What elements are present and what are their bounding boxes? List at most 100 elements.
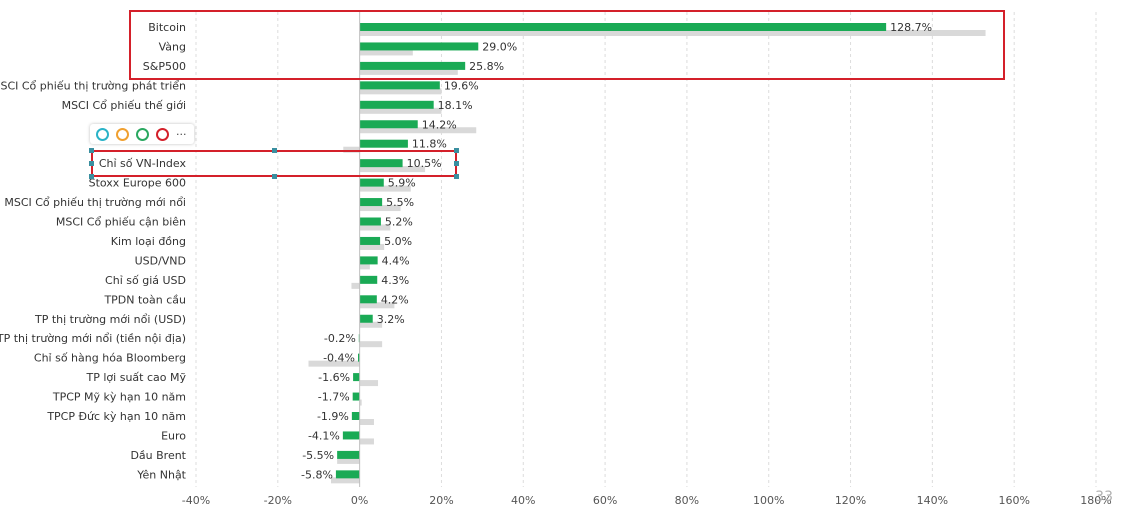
- comparison-bar: [359, 399, 362, 406]
- value-bar: [359, 42, 479, 51]
- category-label: Chỉ số hàng hóa Bloomberg: [34, 352, 186, 365]
- resize-handle-bottom-middle[interactable]: [272, 174, 277, 179]
- x-tick-label: 140%: [917, 494, 948, 507]
- value-bar: [337, 450, 360, 459]
- resize-handle-bottom-right[interactable]: [454, 174, 459, 179]
- comparison-bar: [359, 107, 442, 114]
- value-bar: [359, 139, 408, 148]
- x-tick-label: 80%: [675, 494, 699, 507]
- resize-handle-middle-right[interactable]: [454, 161, 459, 166]
- comparison-bar: [359, 243, 385, 250]
- category-label: TP thị trường mới nổi (USD): [34, 313, 186, 326]
- comparison-bar: [359, 127, 477, 134]
- value-label: 4.3%: [381, 274, 409, 287]
- x-tick-label: -20%: [264, 494, 292, 507]
- x-tick-label: 180%: [1080, 494, 1111, 507]
- category-label: MSCI Cổ phiếu thế giới: [62, 99, 186, 112]
- value-label: 5.5%: [386, 196, 414, 209]
- value-label: 128.7%: [890, 21, 932, 34]
- value-label: -0.2%: [324, 332, 356, 345]
- value-label: 29.0%: [482, 40, 517, 53]
- comparison-bar: [359, 49, 413, 56]
- comparison-bar: [359, 302, 395, 309]
- category-label: MSCI Cổ phiếu thị trường phát triển: [0, 79, 186, 92]
- value-label: -1.9%: [317, 410, 349, 423]
- resize-handle-top-left[interactable]: [89, 148, 94, 153]
- category-label: Chỉ số giá USD: [105, 274, 186, 287]
- x-tick-label: 100%: [753, 494, 784, 507]
- category-label: Kim loại đồng: [111, 235, 186, 248]
- comparison-bar: [343, 146, 360, 153]
- category-label: Euro: [161, 429, 186, 442]
- category-label: MSCI Cổ phiếu cận biên: [56, 216, 186, 229]
- value-label: 18.1%: [438, 99, 473, 112]
- value-label: 14.2%: [422, 118, 457, 131]
- comparison-bar: [359, 166, 426, 173]
- value-label: 10.5%: [407, 157, 442, 170]
- value-bar: [359, 61, 466, 70]
- comparison-bar: [359, 68, 458, 75]
- value-bar: [359, 178, 384, 187]
- resize-handle-top-middle[interactable]: [272, 148, 277, 153]
- category-label: USD/VND: [135, 254, 186, 267]
- category-label: Stoxx Europe 600: [89, 177, 186, 190]
- value-label: 19.6%: [444, 79, 479, 92]
- orange-circle-icon[interactable]: [116, 127, 129, 141]
- value-label: 3.2%: [377, 313, 405, 326]
- comparison-bar: [359, 30, 986, 36]
- category-label: TPCP Đức kỳ hạn 10 năm: [46, 410, 186, 423]
- value-label: -5.5%: [302, 449, 334, 462]
- x-tick-label: 20%: [429, 494, 453, 507]
- category-label: TPDN toàn cầu: [103, 293, 186, 306]
- comparison-bar: [351, 282, 360, 289]
- value-label: 5.2%: [385, 216, 413, 229]
- value-bar: [359, 217, 381, 226]
- comparison-bar: [359, 263, 370, 270]
- value-bar: [359, 100, 434, 109]
- value-bar: [359, 159, 403, 168]
- comparison-bar: [359, 419, 374, 425]
- value-label: 5.0%: [384, 235, 412, 248]
- value-bar: [351, 412, 360, 420]
- comparison-bar: [359, 341, 383, 348]
- annotation-toolbar: ···: [90, 124, 194, 144]
- cyan-circle-icon[interactable]: [96, 127, 109, 141]
- value-bar: [359, 295, 377, 304]
- comparison-bar: [359, 380, 379, 387]
- category-label: Chỉ số VN-Index: [99, 157, 187, 170]
- category-label: Dầu Brent: [130, 449, 186, 462]
- highlight-box-top: [129, 10, 1005, 80]
- value-bar: [358, 353, 360, 362]
- value-label: -5.8%: [301, 468, 333, 481]
- value-bar: [359, 275, 378, 284]
- x-tick-label: 160%: [998, 494, 1029, 507]
- value-bar: [359, 236, 381, 245]
- comparison-bar: [331, 477, 360, 484]
- value-label: 11.8%: [412, 138, 447, 151]
- value-bar: [359, 198, 383, 207]
- category-label: S&P500: [143, 60, 186, 73]
- x-tick-label: 40%: [511, 494, 535, 507]
- page-number: 33: [1095, 489, 1113, 505]
- category-label: Bitcoin: [148, 21, 186, 34]
- value-bar: [359, 256, 378, 265]
- resize-handle-top-right[interactable]: [454, 148, 459, 153]
- comparison-bar: [359, 185, 411, 192]
- value-label: 4.2%: [381, 293, 409, 306]
- green-circle-icon[interactable]: [136, 127, 149, 141]
- comparison-bar: [359, 205, 401, 212]
- comparison-bar: [359, 88, 442, 95]
- category-label: TP lợi suất cao Mỹ: [86, 371, 187, 384]
- value-label: -1.6%: [318, 371, 350, 384]
- resize-handle-middle-left[interactable]: [89, 161, 94, 166]
- category-label: Yên Nhật: [136, 468, 186, 481]
- resize-handle-bottom-left[interactable]: [89, 174, 94, 179]
- value-label: 4.4%: [382, 254, 410, 267]
- more-options-icon[interactable]: ···: [176, 127, 187, 141]
- x-tick-label: -40%: [182, 494, 210, 507]
- category-label: Vàng: [159, 40, 186, 53]
- value-label: -1.7%: [318, 391, 350, 404]
- value-label: -0.4%: [323, 352, 355, 365]
- red-circle-icon[interactable]: [156, 127, 169, 141]
